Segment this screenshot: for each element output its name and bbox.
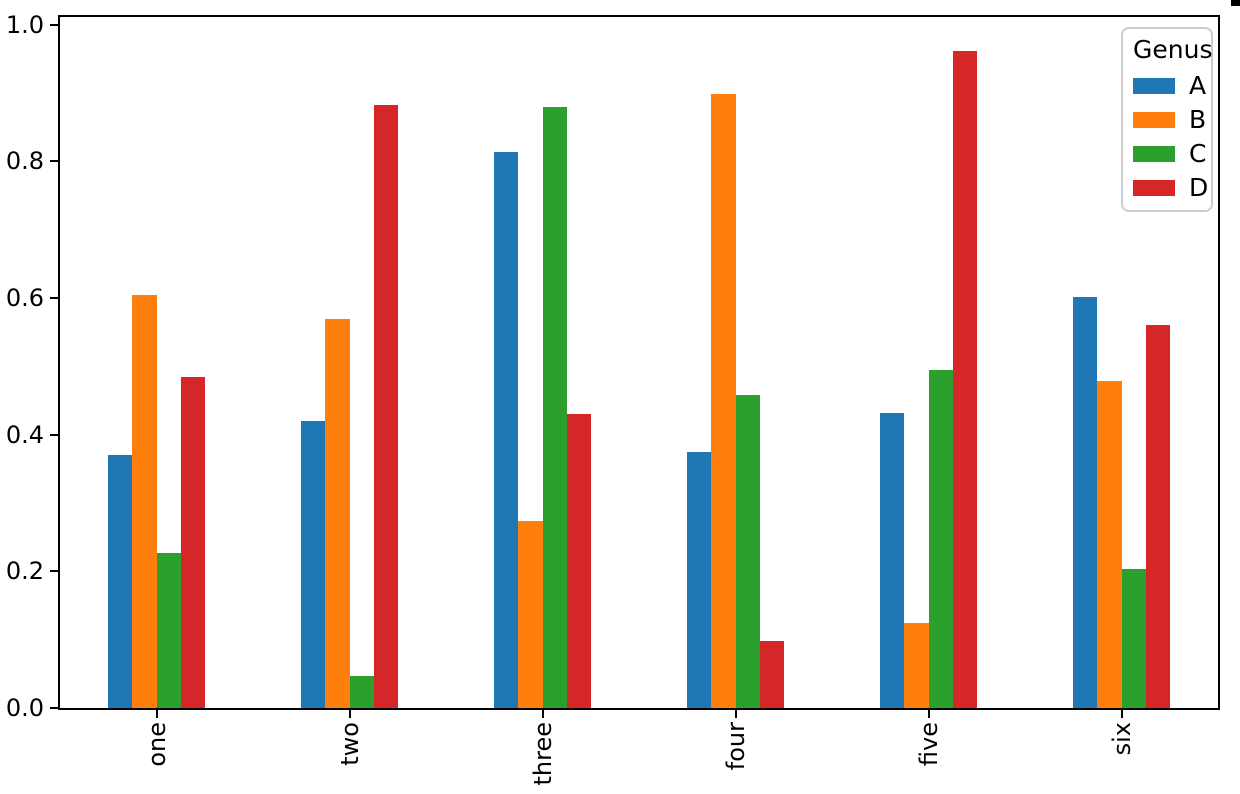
bar-three-A [494,152,519,708]
bar-six-D [1145,325,1170,708]
y-tick-label: 0.4 [5,420,44,449]
legend-patch-icon [1133,179,1175,196]
bar-three-C [542,106,567,708]
legend-label: B [1189,105,1207,134]
x-tick-mark [348,710,351,718]
bar-two-D [373,105,398,708]
legend-label: C [1189,139,1207,168]
bar-one-C [156,552,181,708]
bar-six-C [1121,569,1146,708]
x-tick-mark [155,710,158,718]
bar-two-C [349,675,374,708]
legend-patch-icon [1133,145,1175,162]
bar-two-B [325,319,350,708]
screenshot-corner-artifact [1231,0,1240,6]
legend-entry-B: B [1133,107,1206,132]
y-tick-mark [50,160,58,163]
y-tick-mark [50,433,58,436]
y-tick-mark [50,23,58,26]
legend-entry-A: A [1133,73,1206,98]
bar-three-B [518,521,543,708]
legend-patch-icon [1133,111,1175,128]
bar-five-B [904,623,929,708]
bar-two-A [301,420,326,708]
legend-patch-icon [1133,77,1175,94]
bar-six-B [1097,381,1122,708]
legend-label: D [1189,173,1209,202]
x-tick-label: four [721,722,750,771]
bar-five-A [880,412,905,708]
y-tick-mark [50,296,58,299]
bar-four-D [759,641,784,708]
y-tick-mark [50,570,58,573]
bar-four-C [735,394,760,708]
bar-four-A [687,452,712,708]
x-tick-label: three [528,722,557,786]
x-tick-label: six [1107,722,1136,756]
bar-one-D [180,376,205,708]
x-tick-label: five [914,722,943,767]
bar-one-B [132,295,157,708]
bar-five-C [928,370,953,708]
bar-three-D [566,414,591,708]
x-tick-mark [734,710,737,718]
y-tick-label: 0.6 [5,283,44,312]
y-tick-mark [50,707,58,709]
bar-four-B [711,94,736,708]
x-tick-mark [927,710,930,718]
x-tick-label: two [335,722,364,766]
y-tick-label: 0.2 [5,557,44,586]
x-tick-mark [541,710,544,718]
legend-title: Genus [1133,35,1213,64]
bar-one-A [108,455,133,708]
legend-label: A [1189,71,1207,100]
x-tick-label: one [142,722,171,767]
y-tick-label: 0.0 [5,694,44,722]
bar-five-D [952,51,977,708]
y-tick-label: 1.0 [5,10,44,39]
x-tick-mark [1120,710,1123,718]
y-tick-label: 0.8 [5,147,44,176]
bar-six-A [1073,297,1098,708]
legend-entry-C: C [1133,141,1206,166]
legend-entry-D: D [1133,175,1208,200]
